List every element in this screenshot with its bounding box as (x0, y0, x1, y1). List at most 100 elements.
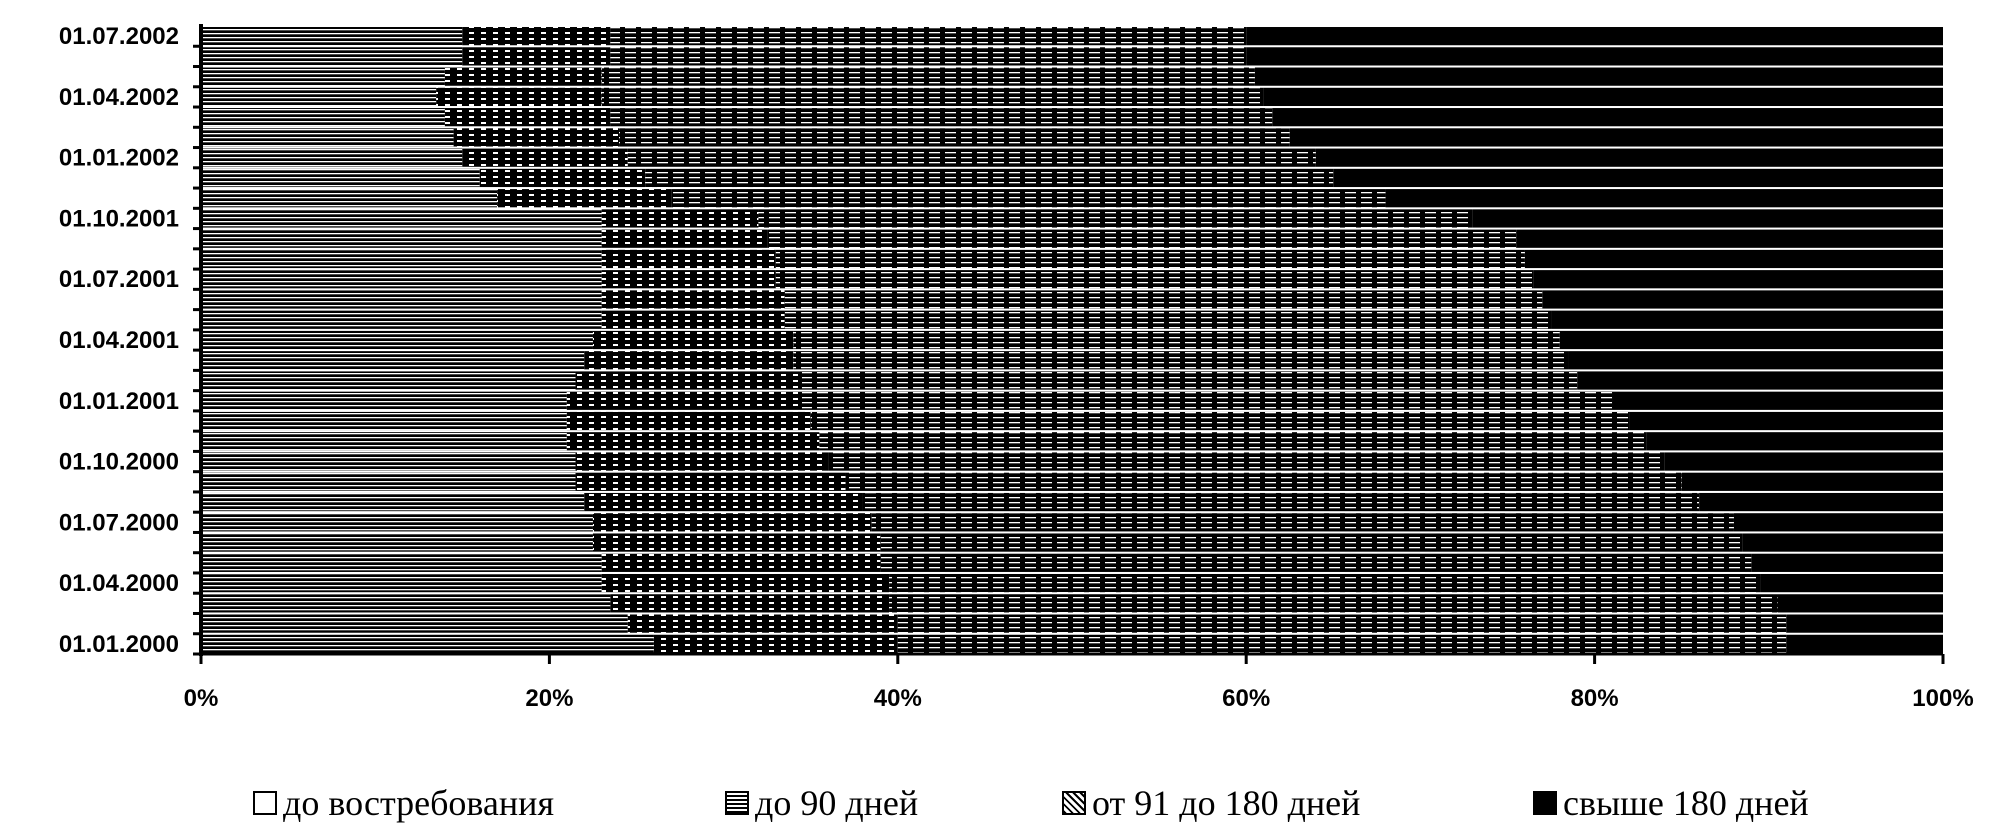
x-tick-label: 40% (874, 685, 922, 712)
bar-segment-over-180-days (1542, 290, 1943, 309)
bar-segment-90-days (462, 27, 611, 46)
bar-segment-90-days (601, 573, 890, 593)
bar-segment-91-180-days (775, 249, 1525, 269)
bar-segment-91-180-days (880, 553, 1752, 572)
bar-segment-over-180-days (1786, 634, 1943, 653)
bar-segment-over-180-days (1777, 594, 1943, 613)
bar-segment-demand (201, 492, 585, 512)
bar-segment-90-days (601, 270, 776, 289)
bar-segment-90-days (584, 351, 794, 370)
bar-segment-demand (201, 351, 585, 370)
bar-segment-over-180-days (1289, 128, 1943, 147)
x-tick-labels: 0% 20% 40% 60% 80% 100% (184, 685, 1974, 712)
bar-segment-over-180-days (1664, 452, 1943, 471)
bar-segment-90-days (575, 452, 829, 471)
y-tick-label: 01.04.2000 (59, 570, 179, 597)
bar-segment-demand (201, 330, 593, 350)
x-tick-label: 60% (1222, 685, 1270, 712)
bar-segment-demand (201, 168, 480, 188)
bar-segment-91-180-days (897, 634, 1787, 653)
bar-segment-90-days (601, 290, 785, 309)
bar-segment-demand (201, 189, 498, 208)
bar-segment-demand (201, 391, 567, 410)
bar-segment-91-180-days (793, 330, 1560, 350)
y-tick-label: 01.10.2000 (59, 449, 179, 476)
bar-segment-90-days (592, 533, 881, 552)
bar-segment-90-days (566, 391, 802, 410)
bar-segment-91-180-days (801, 391, 1613, 410)
bar-segment-90-days (575, 472, 846, 491)
bar-segment-90-days (453, 128, 620, 147)
bar-segment-90-days (601, 249, 776, 269)
bar-segment-90-days (601, 310, 785, 329)
bar-segment-90-days (566, 432, 820, 451)
y-tick-labels: 01.01.2000 01.04.2000 01.07.2000 01.10.2000… (59, 23, 179, 658)
bar-segment-91-180-days (671, 189, 1386, 208)
bar-segment-90-days (444, 67, 602, 86)
bar-segment-91-180-days (601, 67, 1255, 86)
bar-segment-over-180-days (1612, 391, 1943, 410)
bar-segment-90-days (497, 189, 672, 208)
y-tick-label: 01.04.2001 (59, 327, 179, 354)
bar-segment-over-180-days (1315, 148, 1943, 167)
bar-segment-over-180-days (1760, 573, 1943, 593)
bar-segment-90-days (592, 513, 872, 532)
bar-segment-91-180-days (819, 432, 1647, 451)
y-tick-label: 01.07.2000 (59, 509, 179, 536)
bar-segment-demand (201, 411, 567, 431)
bar-segment-demand (201, 148, 463, 167)
legend-label: свыше 180 дней (1563, 783, 1809, 823)
x-tick-label: 0% (184, 685, 219, 712)
legend-item-91-180-days: от 91 до 180 дней (1062, 782, 1360, 824)
bar-segment-demand (201, 614, 628, 633)
axes (193, 24, 1945, 664)
bar-segment-90-days (653, 634, 898, 653)
bar-segment-over-180-days (1568, 351, 1943, 370)
bar-segment-91-180-days (889, 594, 1778, 613)
bar-segment-over-180-days (1533, 270, 1943, 289)
bar-segment-91-180-days (784, 310, 1552, 329)
bar-segment-over-180-days (1263, 87, 1943, 107)
bar-segment-91-180-days (645, 168, 1334, 188)
bar-segment-demand (201, 553, 602, 572)
bar-segment-90-days (601, 229, 768, 248)
bar-segment-91-180-days (845, 472, 1682, 491)
bar-segment-91-180-days (828, 452, 1665, 471)
bar-segment-over-180-days (1751, 553, 1943, 572)
bar-segment-90-days (444, 108, 611, 127)
bar-segment-90-days (575, 371, 802, 390)
y-tick-label: 01.07.2001 (59, 266, 179, 293)
legend-item-demand: до востребования (253, 782, 554, 824)
bar-segment-over-180-days (1699, 492, 1943, 512)
bar-segment-demand (201, 634, 654, 653)
bar-segment-91-180-days (810, 411, 1630, 431)
y-tick-label: 01.01.2000 (59, 631, 179, 658)
bar-segment-90-days (584, 492, 863, 512)
stacked-bar-chart: 01.01.2000 01.04.2000 01.07.2000 01.10.2000… (59, 23, 1974, 712)
bar-segment-demand (201, 594, 611, 613)
bar-segment-91-180-days (610, 47, 1247, 66)
bar-segment-demand (201, 310, 602, 329)
legend-swatch-checkered (725, 791, 749, 815)
bar-segment-over-180-days (1524, 249, 1943, 269)
y-tick-label: 01.07.2002 (59, 23, 179, 50)
bar-segment-demand (201, 67, 445, 86)
bar-segment-91-180-days (889, 573, 1761, 593)
bar-segment-91-180-days (897, 614, 1787, 633)
legend-item-over-180-days: свыше 180 дней (1533, 782, 1809, 824)
bar-segment-91-180-days (627, 148, 1316, 167)
bar-segment-demand (201, 47, 463, 66)
legend-item-90-days: до 90 дней (725, 782, 918, 824)
bar-segment-over-180-days (1516, 229, 1943, 248)
bar-segment-demand (201, 87, 437, 107)
bar-segment-over-180-days (1681, 472, 1943, 491)
legend-label: до 90 дней (755, 783, 919, 823)
bar-segment-demand (201, 27, 463, 46)
bar-segment-demand (201, 371, 576, 390)
bar-segment-over-180-days (1786, 614, 1943, 633)
bar-segment-90-days (627, 614, 898, 633)
bar-segment-demand (201, 290, 602, 309)
bar-segment-91-180-days (758, 209, 1473, 228)
bar-segment-demand (201, 249, 602, 269)
bar-segment-over-180-days (1733, 513, 1943, 532)
